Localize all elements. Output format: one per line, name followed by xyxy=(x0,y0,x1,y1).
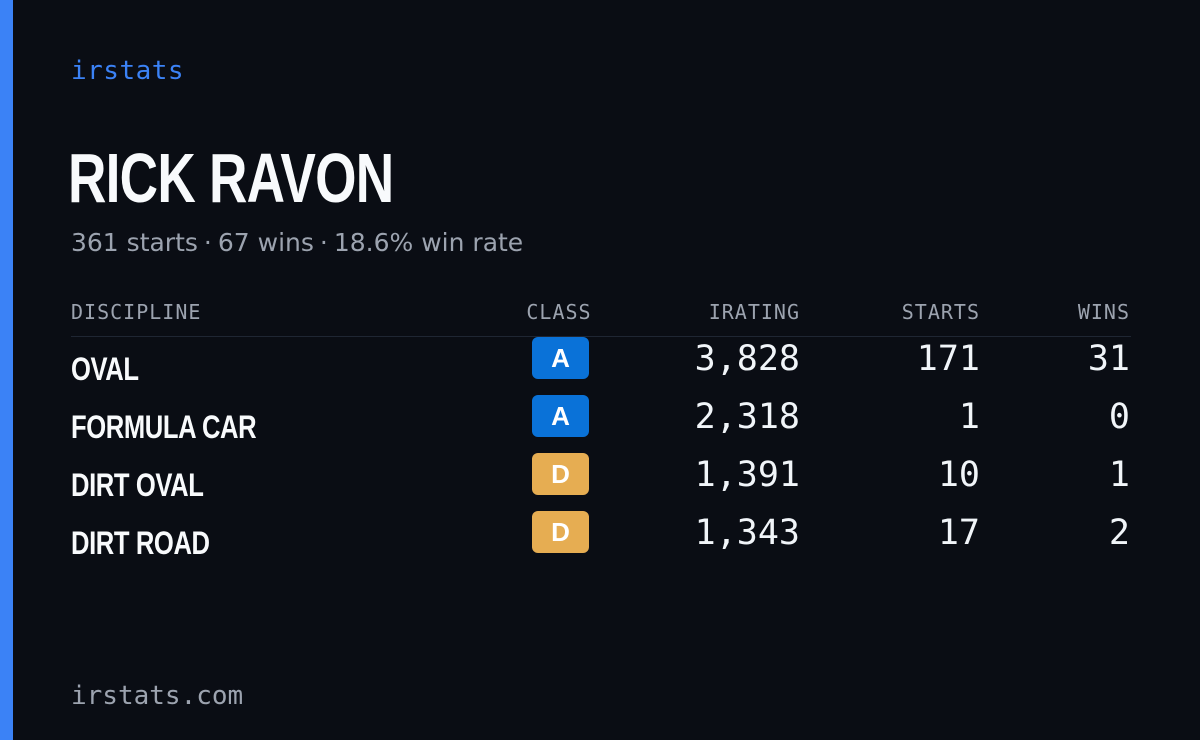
summary-win-rate: 18.6% win rate xyxy=(333,228,524,257)
accent-bar xyxy=(0,0,13,740)
table-row: OVAL A 3,828 171 31 xyxy=(71,337,1131,395)
summary-wins: 67 wins xyxy=(217,228,314,257)
class-badge: D xyxy=(532,511,589,553)
irating-value: 2,318 xyxy=(694,397,800,437)
footer-domain: irstats.com xyxy=(71,681,244,711)
wins-value: 0 xyxy=(1108,397,1130,437)
header-starts: STARTS xyxy=(901,300,980,324)
summary-starts: 361 starts xyxy=(71,228,198,257)
wins-value: 2 xyxy=(1108,513,1130,553)
header-discipline: DISCIPLINE xyxy=(71,300,202,324)
summary-separator: · xyxy=(203,228,212,257)
brand-logo: irstats xyxy=(71,56,185,86)
discipline-name: FORMULA CAR xyxy=(71,409,257,445)
header-class: CLASS xyxy=(526,300,592,324)
starts-value: 171 xyxy=(916,339,980,379)
starts-value: 10 xyxy=(937,455,980,495)
irating-value: 3,828 xyxy=(694,339,800,379)
wins-value: 1 xyxy=(1108,455,1130,495)
starts-value: 1 xyxy=(958,397,980,437)
table-row: DIRT OVAL D 1,391 10 1 xyxy=(71,453,1131,511)
driver-name: RICK RAVON xyxy=(68,139,394,217)
discipline-name: DIRT OVAL xyxy=(71,467,204,503)
table-header: DISCIPLINE CLASS IRATING STARTS WINS xyxy=(71,296,1131,337)
wins-value: 31 xyxy=(1087,339,1130,379)
starts-value: 17 xyxy=(937,513,980,553)
header-wins: WINS xyxy=(1077,300,1130,324)
discipline-name: DIRT ROAD xyxy=(71,525,210,561)
class-badge: A xyxy=(532,337,589,379)
summary-separator: · xyxy=(319,228,328,257)
class-badge: A xyxy=(532,395,589,437)
discipline-table: DISCIPLINE CLASS IRATING STARTS WINS OVA… xyxy=(71,296,1131,569)
header-irating: IRATING xyxy=(708,300,800,324)
table-row: DIRT ROAD D 1,343 17 2 xyxy=(71,511,1131,569)
irating-value: 1,343 xyxy=(694,513,800,553)
irating-value: 1,391 xyxy=(694,455,800,495)
discipline-name: OVAL xyxy=(71,351,139,387)
table-row: FORMULA CAR A 2,318 1 0 xyxy=(71,395,1131,453)
driver-summary: 361 starts · 67 wins · 18.6% win rate xyxy=(71,228,523,257)
class-badge: D xyxy=(532,453,589,495)
